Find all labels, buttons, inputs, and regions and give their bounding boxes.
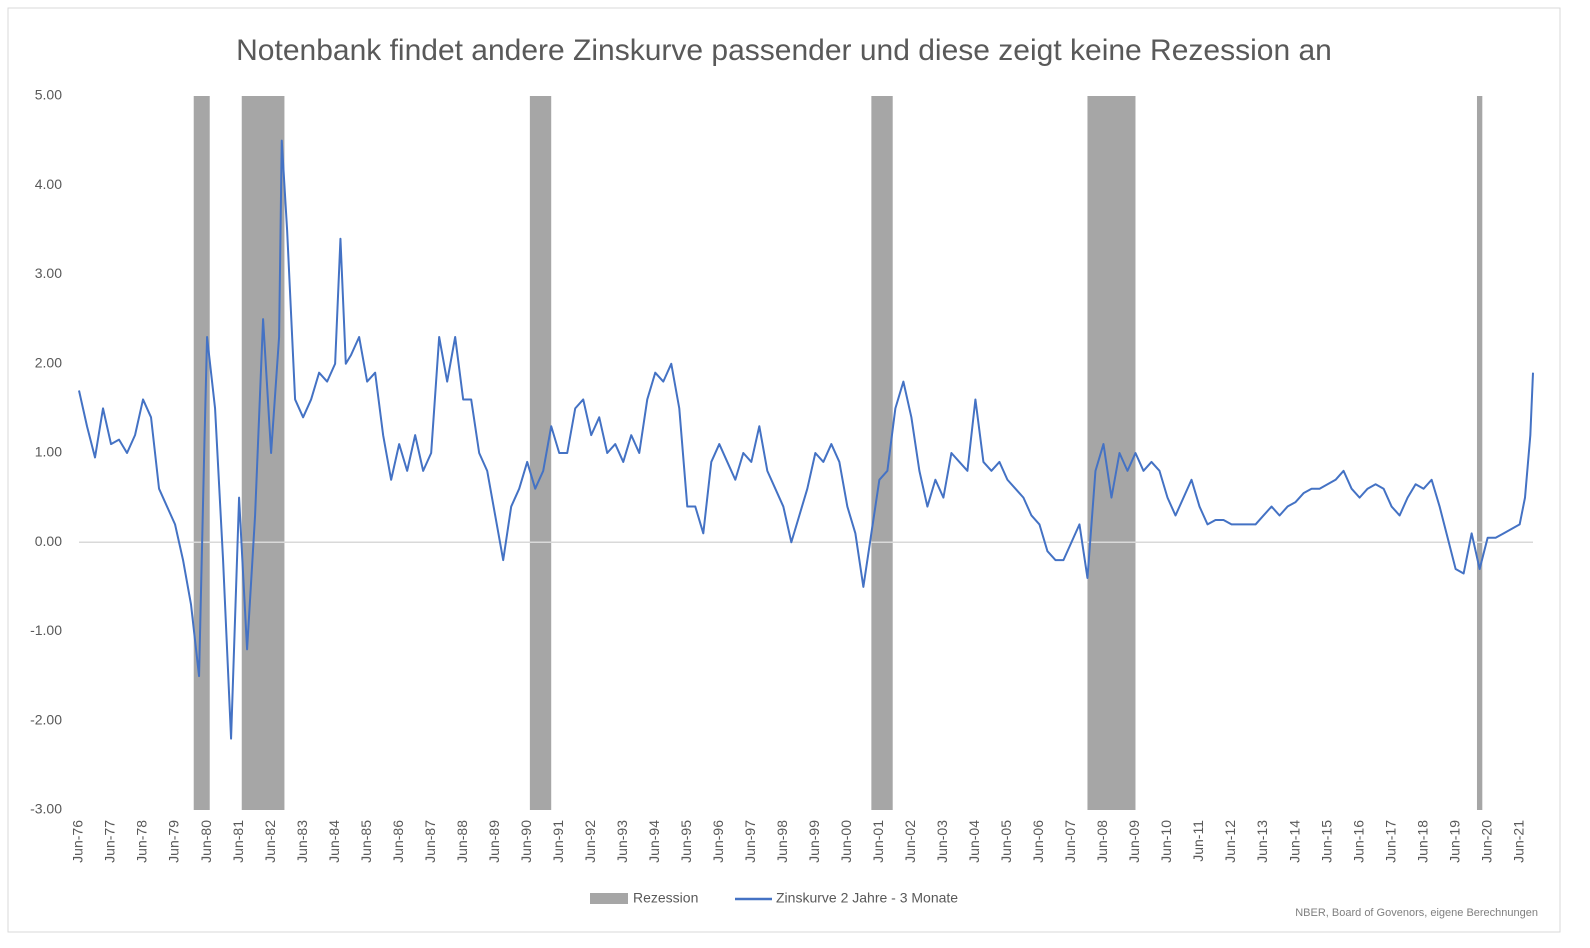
y-tick-label: 3.00 — [35, 265, 62, 281]
y-tick-label: 5.00 — [35, 87, 62, 103]
recession-band — [241, 96, 285, 810]
x-tick-label: Jun-04 — [966, 820, 982, 863]
y-tick-label: 4.00 — [35, 176, 62, 192]
x-tick-label: Jun-07 — [1062, 820, 1078, 863]
x-tick-label: Jun-77 — [102, 820, 118, 863]
x-tick-label: Jun-95 — [678, 820, 694, 863]
recession-band — [1476, 96, 1483, 810]
y-tick-label: -2.00 — [30, 711, 62, 727]
x-tick-label: Jun-10 — [1158, 820, 1174, 863]
x-tick-label: Jun-94 — [646, 820, 662, 863]
legend-label: Rezession — [633, 890, 698, 906]
x-tick-label: Jun-00 — [838, 820, 854, 863]
recession-band — [529, 96, 552, 810]
x-tick-label: Jun-90 — [518, 820, 534, 863]
x-tick-label: Jun-91 — [550, 820, 566, 863]
data-line — [78, 139, 1534, 740]
x-tick-label: Jun-14 — [1286, 820, 1302, 863]
y-tick-label: -1.00 — [30, 622, 62, 638]
x-tick-label: Jun-86 — [390, 820, 406, 863]
x-tick-label: Jun-06 — [1030, 820, 1046, 863]
y-tick-label: 2.00 — [35, 354, 62, 370]
x-tick-label: Jun-21 — [1510, 820, 1526, 863]
legend-label: Zinskurve 2 Jahre - 3 Monate — [776, 890, 958, 906]
y-tick-label: -3.00 — [30, 801, 62, 817]
x-tick-label: Jun-84 — [326, 820, 342, 863]
x-tick-label: Jun-02 — [902, 820, 918, 863]
x-tick-label: Jun-05 — [998, 820, 1014, 863]
x-tick-label: Jun-15 — [1318, 820, 1334, 863]
x-tick-label: Jun-88 — [454, 820, 470, 863]
x-tick-label: Jun-13 — [1254, 820, 1270, 863]
x-tick-label: Jun-99 — [806, 820, 822, 863]
x-tick-label: Jun-96 — [710, 820, 726, 863]
legend-swatch — [590, 893, 628, 904]
x-tick-label: Jun-79 — [166, 820, 182, 863]
x-tick-label: Jun-76 — [70, 820, 86, 863]
x-tick-label: Jun-81 — [230, 820, 246, 863]
x-tick-label: Jun-89 — [486, 820, 502, 863]
recession-band — [1087, 96, 1136, 810]
x-tick-label: Jun-08 — [1094, 820, 1110, 863]
x-tick-label: Jun-16 — [1350, 820, 1366, 863]
x-tick-label: Jun-87 — [422, 820, 438, 863]
x-tick-label: Jun-03 — [934, 820, 950, 863]
x-tick-label: Jun-85 — [358, 820, 374, 863]
x-tick-label: Jun-19 — [1446, 820, 1462, 863]
x-tick-label: Jun-93 — [614, 820, 630, 863]
x-tick-label: Jun-97 — [742, 820, 758, 863]
x-tick-label: Jun-20 — [1478, 820, 1494, 863]
x-tick-label: Jun-92 — [582, 820, 598, 863]
recession-band — [871, 96, 893, 810]
x-tick-label: Jun-12 — [1222, 820, 1238, 863]
x-tick-label: Jun-17 — [1382, 820, 1398, 863]
y-tick-label: 1.00 — [35, 444, 62, 460]
x-tick-label: Jun-80 — [198, 820, 214, 863]
x-tick-label: Jun-83 — [294, 820, 310, 863]
y-tick-label: 0.00 — [35, 533, 62, 549]
x-tick-label: Jun-98 — [774, 820, 790, 863]
x-tick-label: Jun-78 — [134, 820, 150, 863]
x-tick-label: Jun-18 — [1414, 820, 1430, 863]
x-tick-label: Jun-82 — [262, 820, 278, 863]
x-tick-label: Jun-01 — [870, 820, 886, 863]
chart-border — [7, 7, 1561, 933]
chart-title: Notenbank findet andere Zinskurve passen… — [236, 34, 1332, 67]
source-note: NBER, Board of Govenors, eigene Berechnu… — [1295, 907, 1538, 919]
x-tick-label: Jun-11 — [1190, 820, 1206, 862]
x-tick-label: Jun-09 — [1126, 820, 1142, 863]
recession-band — [193, 96, 210, 810]
